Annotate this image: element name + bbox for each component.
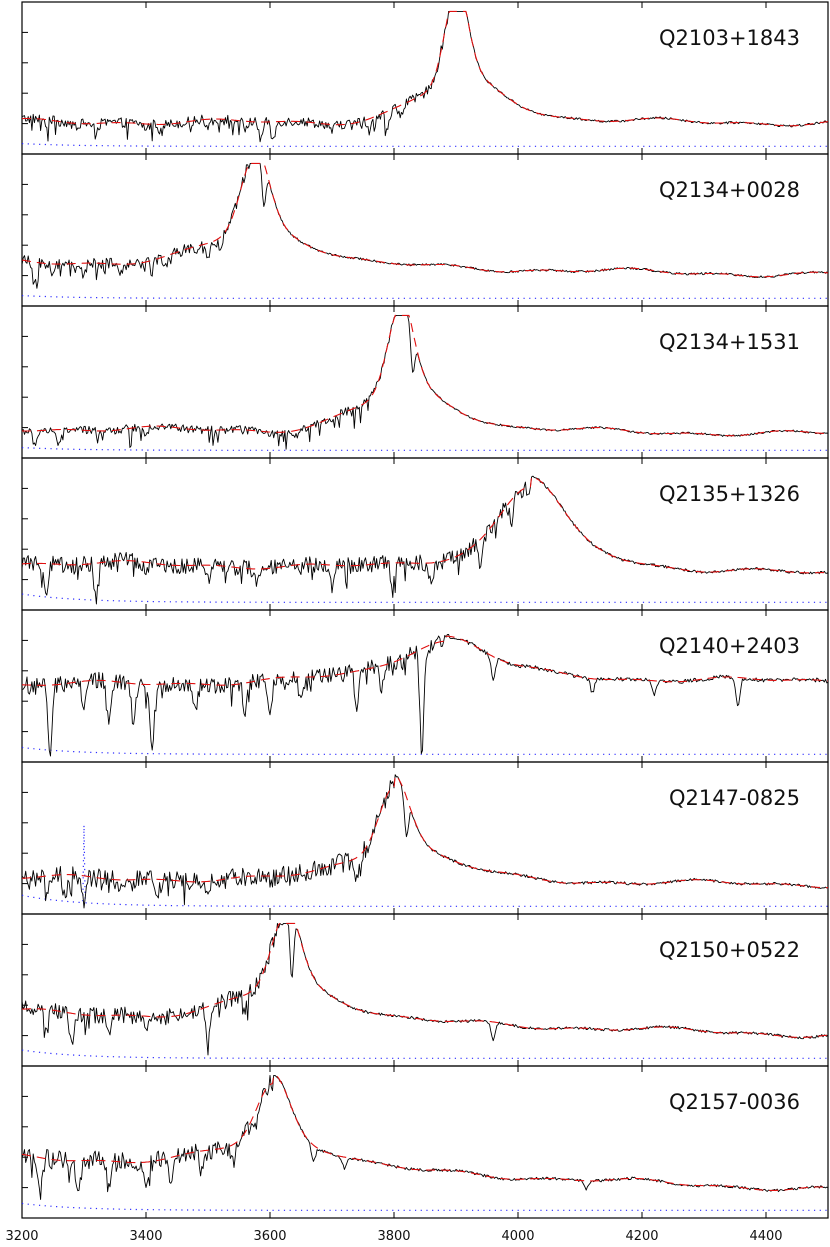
quasar-name-label: Q2134+1531 <box>659 330 800 354</box>
x-tick-label: 3800 <box>377 1229 410 1244</box>
continuum-fit-line <box>22 774 828 889</box>
spectrum-line <box>21 314 829 450</box>
quasar-name-label: Q2135+1326 <box>659 482 800 506</box>
x-tick-label: 4400 <box>749 1229 782 1244</box>
continuum-fit-line <box>22 10 829 127</box>
error-curve <box>21 1049 828 1059</box>
continuum-fit-line <box>21 162 829 278</box>
quasar-name-label: Q2134+0028 <box>659 178 800 202</box>
error-curve <box>22 447 828 451</box>
panel-frame <box>21 457 829 611</box>
quasar-name-label: Q2140+2403 <box>659 634 800 658</box>
spectrum-panel: Q2135+1326 <box>21 457 829 611</box>
spectrum-panel: Q2150+0522 <box>21 913 829 1067</box>
spectrum-line <box>21 633 829 757</box>
spectrum-line <box>21 922 829 1056</box>
panel-frame <box>21 761 829 915</box>
quasar-name-label: Q2147-0825 <box>669 786 800 810</box>
x-tick-label: 3200 <box>5 1229 38 1244</box>
spectrum-panel: Q2134+0028 <box>21 153 829 307</box>
panel-frame <box>21 913 829 1067</box>
panel-frame <box>21 1065 829 1219</box>
x-tick-label: 3600 <box>253 1229 286 1244</box>
error-curve <box>21 593 828 603</box>
error-curve <box>22 295 828 299</box>
spectrum-panel: Q2147-0825 <box>21 761 829 915</box>
continuum-fit-line <box>22 635 829 686</box>
panel-frame <box>21 153 829 307</box>
quasar-name-label: Q2103+1843 <box>659 26 800 50</box>
spectrum-panel: Q2157-0036 <box>21 1065 829 1219</box>
error-curve <box>21 825 828 907</box>
spectrum-panel: Q2134+1531 <box>21 305 829 459</box>
panel-frame <box>21 1 829 155</box>
quasar-name-label: Q2150+0522 <box>659 938 800 962</box>
error-curve <box>21 1202 828 1211</box>
x-tick-label: 4200 <box>625 1229 658 1244</box>
spectrum-line <box>21 1074 829 1200</box>
spectra-panels: Q2103+1843 Q2134+0028 Q2134+1531 Q2135+1326… <box>21 1 829 1219</box>
spectrum-panel: Q2103+1843 <box>21 1 829 155</box>
quasar-name-label: Q2157-0036 <box>669 1090 800 1114</box>
wavelength-axis: 3200 3400 3600 3800 4000 4200 4400 <box>5 1229 782 1244</box>
spectrum-panel: Q2140+2403 <box>21 609 829 763</box>
error-curve <box>22 143 828 147</box>
panel-frame <box>21 305 829 459</box>
spectrum-line <box>21 475 829 605</box>
x-tick-label: 4000 <box>501 1229 534 1244</box>
continuum-fit-line <box>21 1074 829 1191</box>
x-tick-label: 3400 <box>129 1229 162 1244</box>
error-curve <box>21 746 828 755</box>
